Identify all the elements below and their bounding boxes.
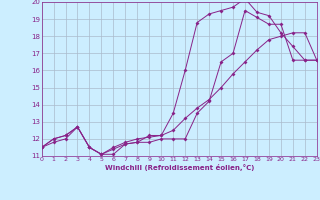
X-axis label: Windchill (Refroidissement éolien,°C): Windchill (Refroidissement éolien,°C)	[105, 164, 254, 171]
